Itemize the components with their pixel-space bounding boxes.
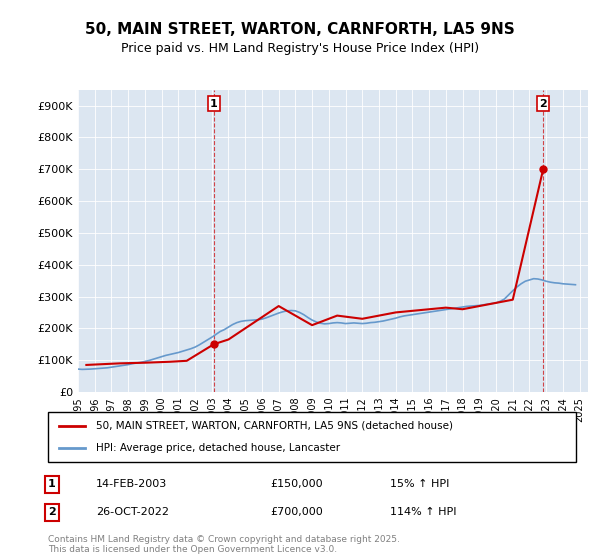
Text: £150,000: £150,000: [270, 479, 323, 489]
Text: 14-FEB-2003: 14-FEB-2003: [96, 479, 167, 489]
Text: 2: 2: [48, 507, 56, 517]
Text: 114% ↑ HPI: 114% ↑ HPI: [390, 507, 457, 517]
Text: Price paid vs. HM Land Registry's House Price Index (HPI): Price paid vs. HM Land Registry's House …: [121, 42, 479, 55]
Text: HPI: Average price, detached house, Lancaster: HPI: Average price, detached house, Lanc…: [95, 443, 340, 453]
FancyBboxPatch shape: [48, 412, 576, 462]
Text: 50, MAIN STREET, WARTON, CARNFORTH, LA5 9NS: 50, MAIN STREET, WARTON, CARNFORTH, LA5 …: [85, 22, 515, 38]
Text: 26-OCT-2022: 26-OCT-2022: [96, 507, 169, 517]
Text: 1: 1: [210, 99, 218, 109]
Text: 2: 2: [539, 99, 547, 109]
Text: 1: 1: [48, 479, 56, 489]
Text: £700,000: £700,000: [270, 507, 323, 517]
Text: 15% ↑ HPI: 15% ↑ HPI: [390, 479, 449, 489]
Text: 50, MAIN STREET, WARTON, CARNFORTH, LA5 9NS (detached house): 50, MAIN STREET, WARTON, CARNFORTH, LA5 …: [95, 421, 452, 431]
Text: Contains HM Land Registry data © Crown copyright and database right 2025.
This d: Contains HM Land Registry data © Crown c…: [48, 535, 400, 554]
